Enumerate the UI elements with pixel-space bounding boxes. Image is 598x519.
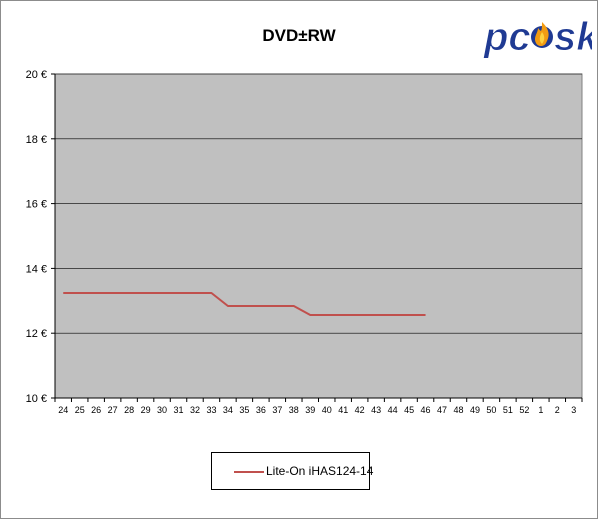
x-axis: 24 25 26 27 28 29 30 31 32 33 34 35 36 37 38 39 40 41 42 43… xyxy=(54,397,583,415)
x-tick-label: 28 xyxy=(124,405,134,415)
logo-text-sk: sk xyxy=(554,15,592,59)
x-tick-label: 29 xyxy=(141,405,151,415)
x-tick-label: 38 xyxy=(289,405,299,415)
x-tick-label: 27 xyxy=(108,405,118,415)
legend-line-swatch xyxy=(234,471,264,473)
x-tick-label: 47 xyxy=(437,405,447,415)
series-layer xyxy=(63,292,426,317)
pctuning-logo: pc sk xyxy=(483,15,593,60)
x-tick-label: 41 xyxy=(338,405,348,415)
x-tick-label: 1 xyxy=(538,405,543,415)
x-tick-label: 51 xyxy=(503,405,513,415)
x-tick-label: 44 xyxy=(388,405,398,415)
x-tick-label: 33 xyxy=(206,405,216,415)
x-tick-label: 49 xyxy=(470,405,480,415)
x-tick-label: 46 xyxy=(421,405,431,415)
y-tick-label: 20 € xyxy=(26,69,47,81)
x-tick-label: 43 xyxy=(371,405,381,415)
y-tick-label: 12 € xyxy=(26,328,47,340)
x-tick-label: 32 xyxy=(190,405,200,415)
x-tick-label: 36 xyxy=(256,405,266,415)
x-tick-label: 24 xyxy=(58,405,68,415)
y-tick-label: 16 € xyxy=(26,199,47,211)
x-tick-label: 42 xyxy=(355,405,365,415)
x-tick-label: 25 xyxy=(75,405,85,415)
logo-text-pc: pc xyxy=(483,15,531,59)
x-tick-label: 3 xyxy=(571,405,576,415)
legend-label: Lite-On iHAS124-14 xyxy=(266,464,374,478)
chart-title: DVD±RW xyxy=(262,26,336,45)
x-tick-label: 52 xyxy=(519,405,529,415)
x-tick-label: 35 xyxy=(239,405,249,415)
legend: Lite-On iHAS124-14 xyxy=(211,452,374,490)
y-tick-label: 14 € xyxy=(26,263,47,275)
y-tick-label: 18 € xyxy=(26,134,47,146)
series-line xyxy=(63,292,426,317)
x-tick-label: 39 xyxy=(305,405,315,415)
x-tick-label: 50 xyxy=(486,405,496,415)
x-tick-label: 34 xyxy=(223,405,233,415)
x-tick-label: 26 xyxy=(91,405,101,415)
x-tick-label: 40 xyxy=(322,405,332,415)
flame-icon xyxy=(531,22,553,48)
x-tick-label: 31 xyxy=(174,405,184,415)
y-axis: 10 € 12 € 14 € 16 € 18 € 20 € xyxy=(26,69,56,405)
plot-background xyxy=(54,73,583,399)
x-tick-label: 48 xyxy=(453,405,463,415)
x-tick-label: 45 xyxy=(404,405,414,415)
x-tick-label: 2 xyxy=(555,405,560,415)
x-tick-label: 30 xyxy=(157,405,167,415)
x-tick-label: 37 xyxy=(272,405,282,415)
y-tick-label: 10 € xyxy=(26,393,47,405)
